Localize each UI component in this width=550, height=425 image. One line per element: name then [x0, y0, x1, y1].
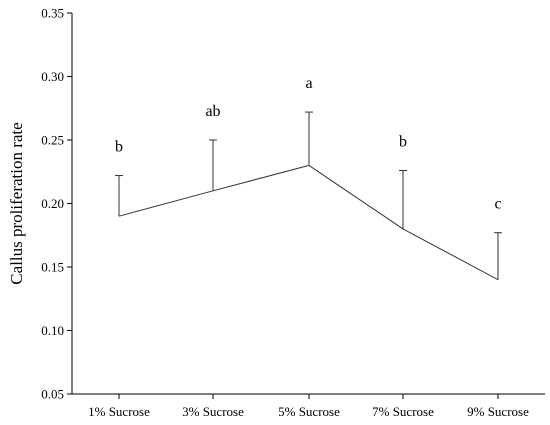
y-tick-label: 0.25 — [41, 133, 64, 148]
series-line-segment — [212, 164, 310, 192]
x-axis-ticks: 1% Sucrose 3% Sucrose 5% Sucrose 7% Sucrose… — [88, 394, 529, 419]
significance-letter: c — [494, 196, 501, 213]
series-line-segment — [308, 164, 404, 230]
series-line-segment — [118, 190, 214, 217]
significance-letter: ab — [205, 103, 220, 120]
significance-letter: a — [305, 75, 312, 92]
y-tick-label: 0.15 — [41, 260, 64, 275]
x-tick-label: 3% Sucrose — [182, 404, 244, 419]
error-bars — [115, 111, 502, 280]
significance-letter: b — [115, 139, 123, 156]
y-tick-label: 0.05 — [41, 387, 64, 402]
y-tick-label: 0.30 — [41, 69, 64, 84]
x-tick-label: 1% Sucrose — [88, 404, 150, 419]
axes — [71, 13, 545, 395]
y-tick-label: 0.10 — [41, 323, 64, 338]
series-lines — [118, 164, 499, 281]
series-line-segment — [402, 228, 499, 281]
y-axis-title: Callus proliferation rate — [7, 122, 26, 284]
significance-letter: b — [399, 133, 407, 150]
x-tick-label: 7% Sucrose — [372, 404, 434, 419]
x-tick-label: 9% Sucrose — [467, 404, 529, 419]
y-axis-ticks: 0.05 0.10 0.15 0.20 0.25 0.30 0.35 — [41, 6, 72, 402]
y-tick-label: 0.20 — [41, 196, 64, 211]
y-tick-label: 0.35 — [41, 6, 64, 21]
x-tick-label: 5% Sucrose — [278, 404, 340, 419]
